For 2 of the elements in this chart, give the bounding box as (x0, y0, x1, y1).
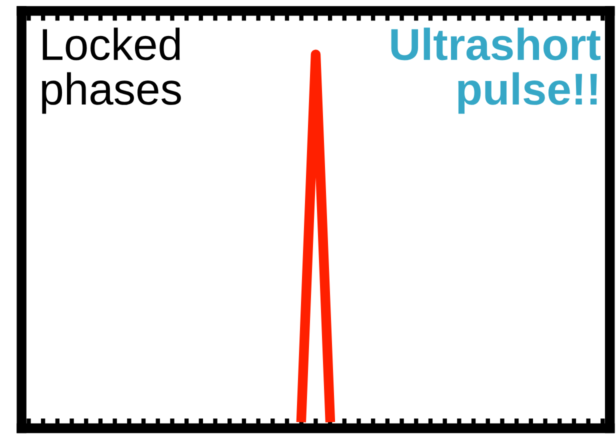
annotation: Ultrashort pulse!! (391, 28, 600, 114)
annotation: Locked phases (42, 28, 181, 114)
